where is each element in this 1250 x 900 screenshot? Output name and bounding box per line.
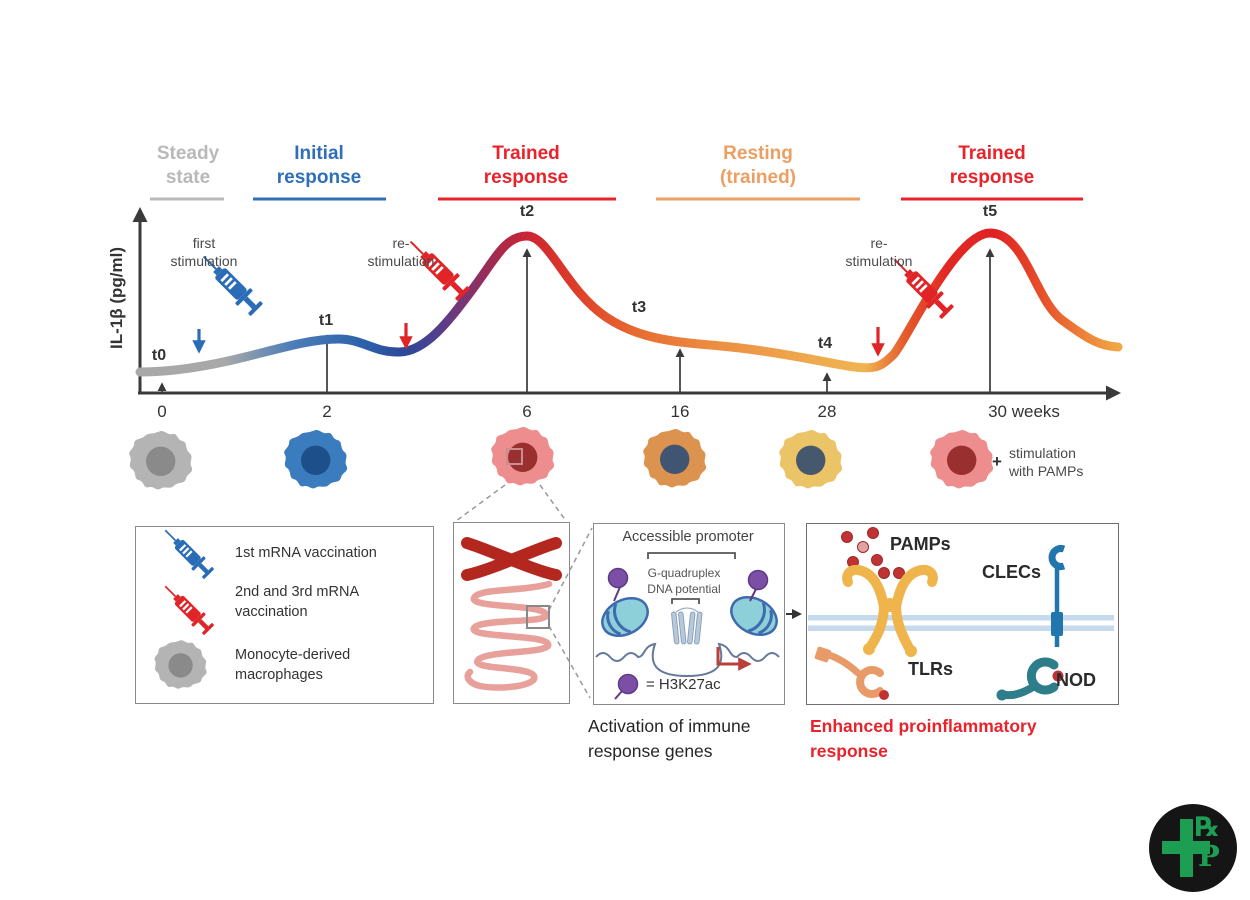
transcription-arrow bbox=[716, 647, 752, 671]
g-quadruplex-icon bbox=[671, 607, 703, 645]
timepoint-t2: t2 bbox=[519, 203, 535, 220]
h3k27ac-legend-label: = H3K27ac bbox=[646, 676, 721, 693]
pharmacy-logo bbox=[1149, 804, 1237, 892]
nucleosome-right-icon bbox=[730, 595, 778, 637]
nod-label: NOD bbox=[1056, 670, 1096, 690]
x-tick-28: 28 bbox=[817, 402, 837, 421]
x-tick-6: 6 bbox=[522, 402, 532, 421]
promoter-brackets bbox=[647, 552, 736, 604]
tlrs-label: TLRs bbox=[908, 659, 953, 679]
timepoint-t0: t0 bbox=[151, 347, 167, 364]
nod-receptor-icon bbox=[996, 657, 1064, 701]
cell-membrane bbox=[808, 615, 1114, 631]
receptor-caption: Enhanced proinflammatory response bbox=[810, 716, 1037, 761]
stimulation-arrows bbox=[192, 323, 885, 357]
clecs-label: CLECs bbox=[982, 562, 1042, 582]
phase-label-trained-response-2: Trained response bbox=[949, 143, 1035, 189]
timepoint-t5: t5 bbox=[982, 203, 998, 220]
dna-strand bbox=[595, 642, 780, 678]
logo-p-letter: P bbox=[1198, 839, 1220, 873]
pamps-label: PAMPs bbox=[890, 534, 951, 554]
legend-item-macrophages: Monocyte-derived macrophages bbox=[235, 647, 351, 683]
x-tick-2: 2 bbox=[322, 402, 332, 421]
nucleosome-left-icon bbox=[601, 596, 649, 638]
legend-red-syringe-icon bbox=[158, 579, 216, 637]
timepoint-t4: t4 bbox=[817, 335, 833, 352]
promoter-caption: Activation of immune response genes bbox=[588, 716, 751, 761]
re-stimulation-label: re- stimulation bbox=[367, 235, 435, 270]
logo-rx-letter: ℞ bbox=[1195, 812, 1220, 843]
tlr2-receptor-icon bbox=[814, 646, 889, 700]
phase-label-steady-state: Steady state bbox=[156, 143, 220, 189]
legend-macrophage-icon bbox=[154, 640, 207, 689]
zoom-connector-lines bbox=[455, 484, 593, 699]
clec-receptor-icon bbox=[1048, 545, 1066, 647]
g-quadruplex-label: G-quadruplex DNA potential bbox=[647, 566, 721, 596]
tlr-receptor-icon bbox=[842, 564, 938, 657]
re-stimulation-label-2: re- stimulation bbox=[845, 235, 913, 270]
legend-blue-syringe-icon bbox=[158, 523, 216, 581]
x-tick-0: 0 bbox=[157, 402, 167, 421]
il1b-curve bbox=[135, 228, 1123, 377]
h3k27ac-marks bbox=[607, 567, 769, 700]
chromatin-zoom-square bbox=[526, 605, 550, 629]
phase-label-initial-response: Initial response bbox=[276, 143, 362, 189]
pamps-dots-icon bbox=[841, 527, 905, 579]
first-stimulation-label: first stimulation bbox=[170, 235, 238, 270]
phase-label-resting-trained: Resting (trained) bbox=[720, 143, 796, 189]
pamps-stimulation-label: stimulation with PAMPs bbox=[1008, 445, 1084, 480]
pamps-stimulation-note: + stimulation with PAMPs bbox=[992, 444, 1083, 481]
phase-label-trained-response: Trained response bbox=[483, 143, 569, 189]
x-tick-16: 16 bbox=[670, 402, 690, 421]
chromatin-strand-icon bbox=[464, 580, 553, 691]
plus-sign: + bbox=[992, 452, 1002, 472]
x-tick-30-weeks: 30 weeks bbox=[988, 402, 1060, 421]
timepoint-t3: t3 bbox=[631, 299, 647, 316]
nucleus-zoom-square bbox=[506, 448, 523, 465]
chromosome-icon bbox=[461, 537, 562, 581]
legend-item-2nd-3rd-vaccination: 2nd and 3rd mRNA vaccination bbox=[235, 584, 360, 620]
legend-item-1st-vaccination: 1st mRNA vaccination bbox=[235, 545, 377, 561]
timepoint-arrows bbox=[157, 248, 995, 392]
timepoint-t1: t1 bbox=[318, 312, 334, 329]
promoter-title: Accessible promoter bbox=[622, 529, 754, 545]
